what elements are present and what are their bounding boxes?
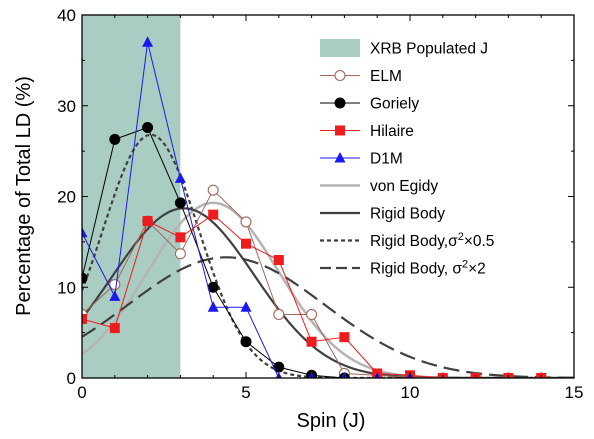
data-point-goriely [142, 122, 154, 134]
legend-item: Hilaire [320, 123, 414, 140]
data-point-hilaire [142, 216, 153, 227]
legend-label: Hilaire [370, 123, 414, 140]
y-axis-label: Percentage of Total LD (%) [13, 76, 35, 316]
data-point-hilaire [82, 314, 87, 325]
x-tick-label: 0 [77, 383, 86, 402]
data-point-d1m [142, 36, 154, 47]
axes: 0 5 10 15 0 10 20 30 40 [57, 6, 583, 402]
legend-label: von Egidy [370, 178, 438, 195]
data-point-hilaire [208, 209, 219, 220]
legend-item: Rigid Body [320, 206, 445, 223]
y-tick-label: 30 [57, 97, 76, 116]
data-point-elm [273, 308, 285, 321]
data-point-hilaire [339, 332, 350, 343]
data-point-goriely [82, 272, 88, 284]
x-tick-label: 10 [401, 383, 420, 402]
legend-label: D1M [370, 151, 403, 168]
legend-label: Rigid Body [370, 206, 445, 223]
x-tick-label: 5 [241, 383, 250, 402]
legend-item: D1M [320, 151, 403, 168]
legend-swatch-marker [334, 152, 346, 163]
legend-item: Goriely [320, 96, 419, 113]
data-point-goriely [240, 336, 252, 348]
legend-label: Rigid Body,σ2×0.5 [370, 231, 494, 250]
data-point-elm [207, 184, 219, 196]
data-point-hilaire [109, 323, 120, 334]
legend-swatch-marker [335, 125, 345, 136]
x-tick-label: 15 [565, 383, 584, 402]
plot-area [82, 15, 574, 378]
y-tick-label: 20 [57, 188, 76, 207]
data-point-d1m [174, 172, 186, 183]
legend-item: Rigid Body, σ2×2 [320, 259, 486, 278]
data-point-elm [240, 216, 252, 228]
legend-label: Rigid Body, σ2×2 [370, 259, 486, 278]
legend-item: Rigid Body,σ2×0.5 [320, 231, 494, 250]
data-point-hilaire [175, 232, 186, 243]
legend-swatch-band [320, 39, 360, 57]
y-tick-label: 0 [67, 369, 76, 388]
data-point-d1m [240, 301, 252, 312]
data-point-d1m [82, 226, 88, 238]
data-point-elm [174, 248, 186, 260]
y-tick-label: 10 [57, 278, 76, 297]
data-point-hilaire [306, 336, 317, 347]
legend-item: ELM [320, 68, 402, 85]
legend-label: ELM [370, 68, 402, 85]
data-point-d1m [207, 301, 219, 312]
x-axis-label: Spin (J) [297, 410, 366, 432]
y-tick-label: 40 [57, 6, 76, 25]
legend-item: von Egidy [320, 178, 438, 195]
data-point-hilaire [241, 238, 251, 249]
series-curve-3 [82, 256, 574, 378]
xrb-band [82, 15, 181, 378]
data-point-goriely [174, 197, 186, 209]
plot-inner [82, 15, 574, 378]
data-point-elm [109, 278, 121, 291]
data-point-d1m [109, 290, 121, 301]
data-point-goriely [207, 281, 219, 293]
data-point-elm [306, 308, 318, 321]
data-point-hilaire [273, 255, 284, 266]
data-point-goriely [109, 133, 121, 145]
legend: XRB Populated J ELM Goriely Hilaire D1M von E… [320, 39, 494, 278]
legend-swatch-marker [334, 97, 346, 109]
legend-item: XRB Populated J [320, 39, 488, 58]
legend-swatch-marker [334, 69, 346, 82]
legend-label: XRB Populated J [370, 41, 488, 58]
legend-label: Goriely [370, 96, 419, 113]
